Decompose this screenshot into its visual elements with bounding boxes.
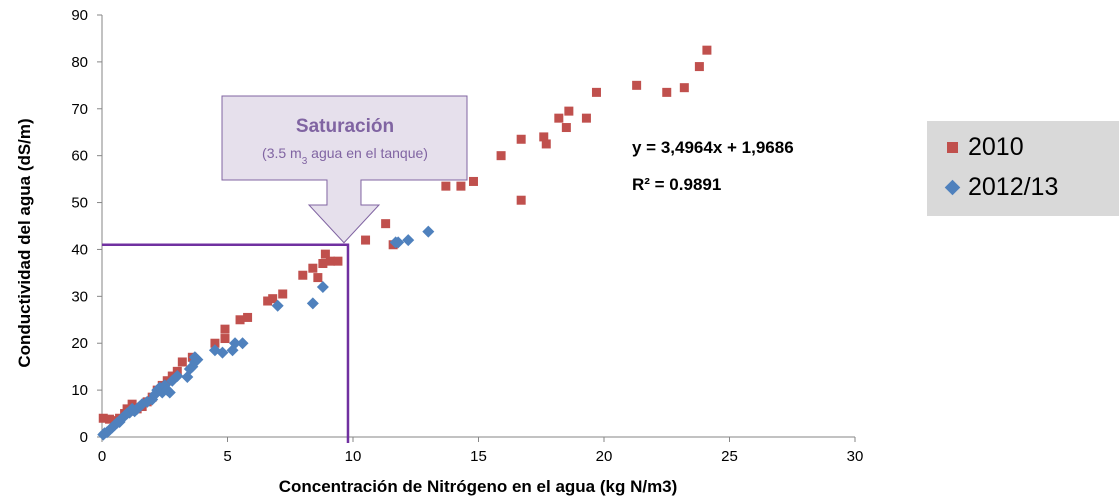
- legend-label-2012-13: 2012/13: [968, 173, 1059, 201]
- x-tick-label: 25: [721, 448, 738, 465]
- saturation-callout-shape: [221, 95, 468, 244]
- data-point-2010: [361, 235, 371, 245]
- data-point-2010: [581, 113, 591, 123]
- data-point-2010: [564, 106, 574, 116]
- saturation-subtitle: (3.5 m3 agua en el tanque): [262, 145, 428, 167]
- data-point-2012-13: [188, 351, 201, 364]
- data-point-2010: [702, 45, 712, 55]
- y-tick-label: 20: [71, 335, 88, 352]
- data-point-2010: [516, 195, 526, 205]
- data-point-2010: [554, 113, 564, 123]
- data-point-2012-13: [392, 236, 405, 249]
- legend-square-marker: [947, 142, 958, 153]
- data-point-2010: [263, 296, 273, 306]
- data-point-2010: [298, 270, 308, 280]
- data-point-2010: [496, 151, 506, 161]
- data-point-2010: [541, 139, 551, 149]
- data-point-2010: [278, 289, 288, 299]
- data-point-2010: [308, 263, 318, 273]
- x-tick-label: 5: [223, 448, 231, 465]
- legend-item-2010: 2010: [947, 133, 1024, 162]
- data-point-2012-13: [229, 337, 242, 350]
- data-point-2012-13: [422, 225, 435, 238]
- x-tick-label: 10: [345, 448, 362, 465]
- y-tick-label: 80: [71, 54, 88, 71]
- trendline-equation: y = 3,4964x + 1,9686: [632, 138, 794, 157]
- y-tick-label: 50: [71, 195, 88, 212]
- y-tick-label: 10: [71, 382, 88, 399]
- data-point-2010: [516, 134, 526, 144]
- data-point-2010: [220, 334, 230, 344]
- y-tick-label: 60: [71, 148, 88, 165]
- data-point-2010: [381, 219, 391, 229]
- data-point-2012-13: [402, 234, 415, 247]
- data-point-2010: [662, 87, 672, 97]
- data-point-2010: [318, 259, 328, 269]
- data-point-2010: [679, 83, 689, 93]
- data-point-2012-13: [306, 297, 319, 310]
- data-point-2010: [468, 176, 478, 186]
- data-point-2010: [220, 324, 230, 334]
- y-tick-label: 70: [71, 101, 88, 118]
- y-axis-label: Conductividad del agua (dS/m): [15, 118, 34, 367]
- r-squared-label: R² = 0.9891: [632, 175, 721, 194]
- data-point-2010: [456, 181, 466, 191]
- x-axis-label: Concentración de Nitrógeno en el agua (k…: [279, 477, 678, 496]
- data-point-2010: [235, 315, 245, 325]
- legend-diamond-marker: [944, 179, 961, 196]
- data-point-2010: [320, 249, 330, 259]
- data-point-2010: [561, 123, 571, 133]
- data-point-2010: [177, 357, 187, 367]
- legend-label-2010: 2010: [968, 133, 1024, 161]
- data-point-2010: [632, 80, 642, 90]
- data-point-2010: [313, 273, 323, 283]
- data-point-2010: [694, 62, 704, 72]
- data-point-2010: [333, 256, 343, 266]
- saturation-title: Saturación: [296, 116, 394, 137]
- data-point-2010: [210, 338, 220, 348]
- data-point-2010: [325, 256, 335, 266]
- data-point-2012-13: [216, 346, 229, 359]
- x-axis-ticks: 0 5 10 15 20 25 30: [98, 437, 864, 465]
- y-axis-ticks: 0 10 20 30 40 50 60 70 80 90: [71, 7, 102, 446]
- legend-item-2012-13: 2012/13: [944, 173, 1059, 202]
- data-point-2010: [243, 312, 253, 322]
- legend: 2010 2012/13: [927, 121, 1119, 216]
- x-tick-label: 0: [98, 448, 106, 465]
- y-tick-label: 0: [80, 429, 88, 446]
- data-point-2012-13: [171, 370, 184, 383]
- x-tick-label: 20: [596, 448, 613, 465]
- data-point-2010: [268, 294, 278, 304]
- data-points: [97, 45, 712, 441]
- x-tick-label: 30: [847, 448, 864, 465]
- saturation-line: [102, 243, 350, 443]
- data-point-2012-13: [316, 280, 329, 293]
- y-tick-label: 90: [71, 7, 88, 24]
- data-point-2010: [441, 181, 451, 191]
- x-tick-label: 15: [470, 448, 487, 465]
- y-tick-label: 40: [71, 241, 88, 258]
- data-point-2010: [105, 414, 115, 424]
- data-point-2012-13: [236, 337, 249, 350]
- y-tick-label: 30: [71, 288, 88, 305]
- data-point-2010: [539, 132, 549, 142]
- data-point-2010: [98, 413, 108, 423]
- data-point-2012-13: [271, 299, 284, 312]
- data-point-2012-13: [163, 386, 176, 399]
- data-point-2010: [591, 87, 601, 97]
